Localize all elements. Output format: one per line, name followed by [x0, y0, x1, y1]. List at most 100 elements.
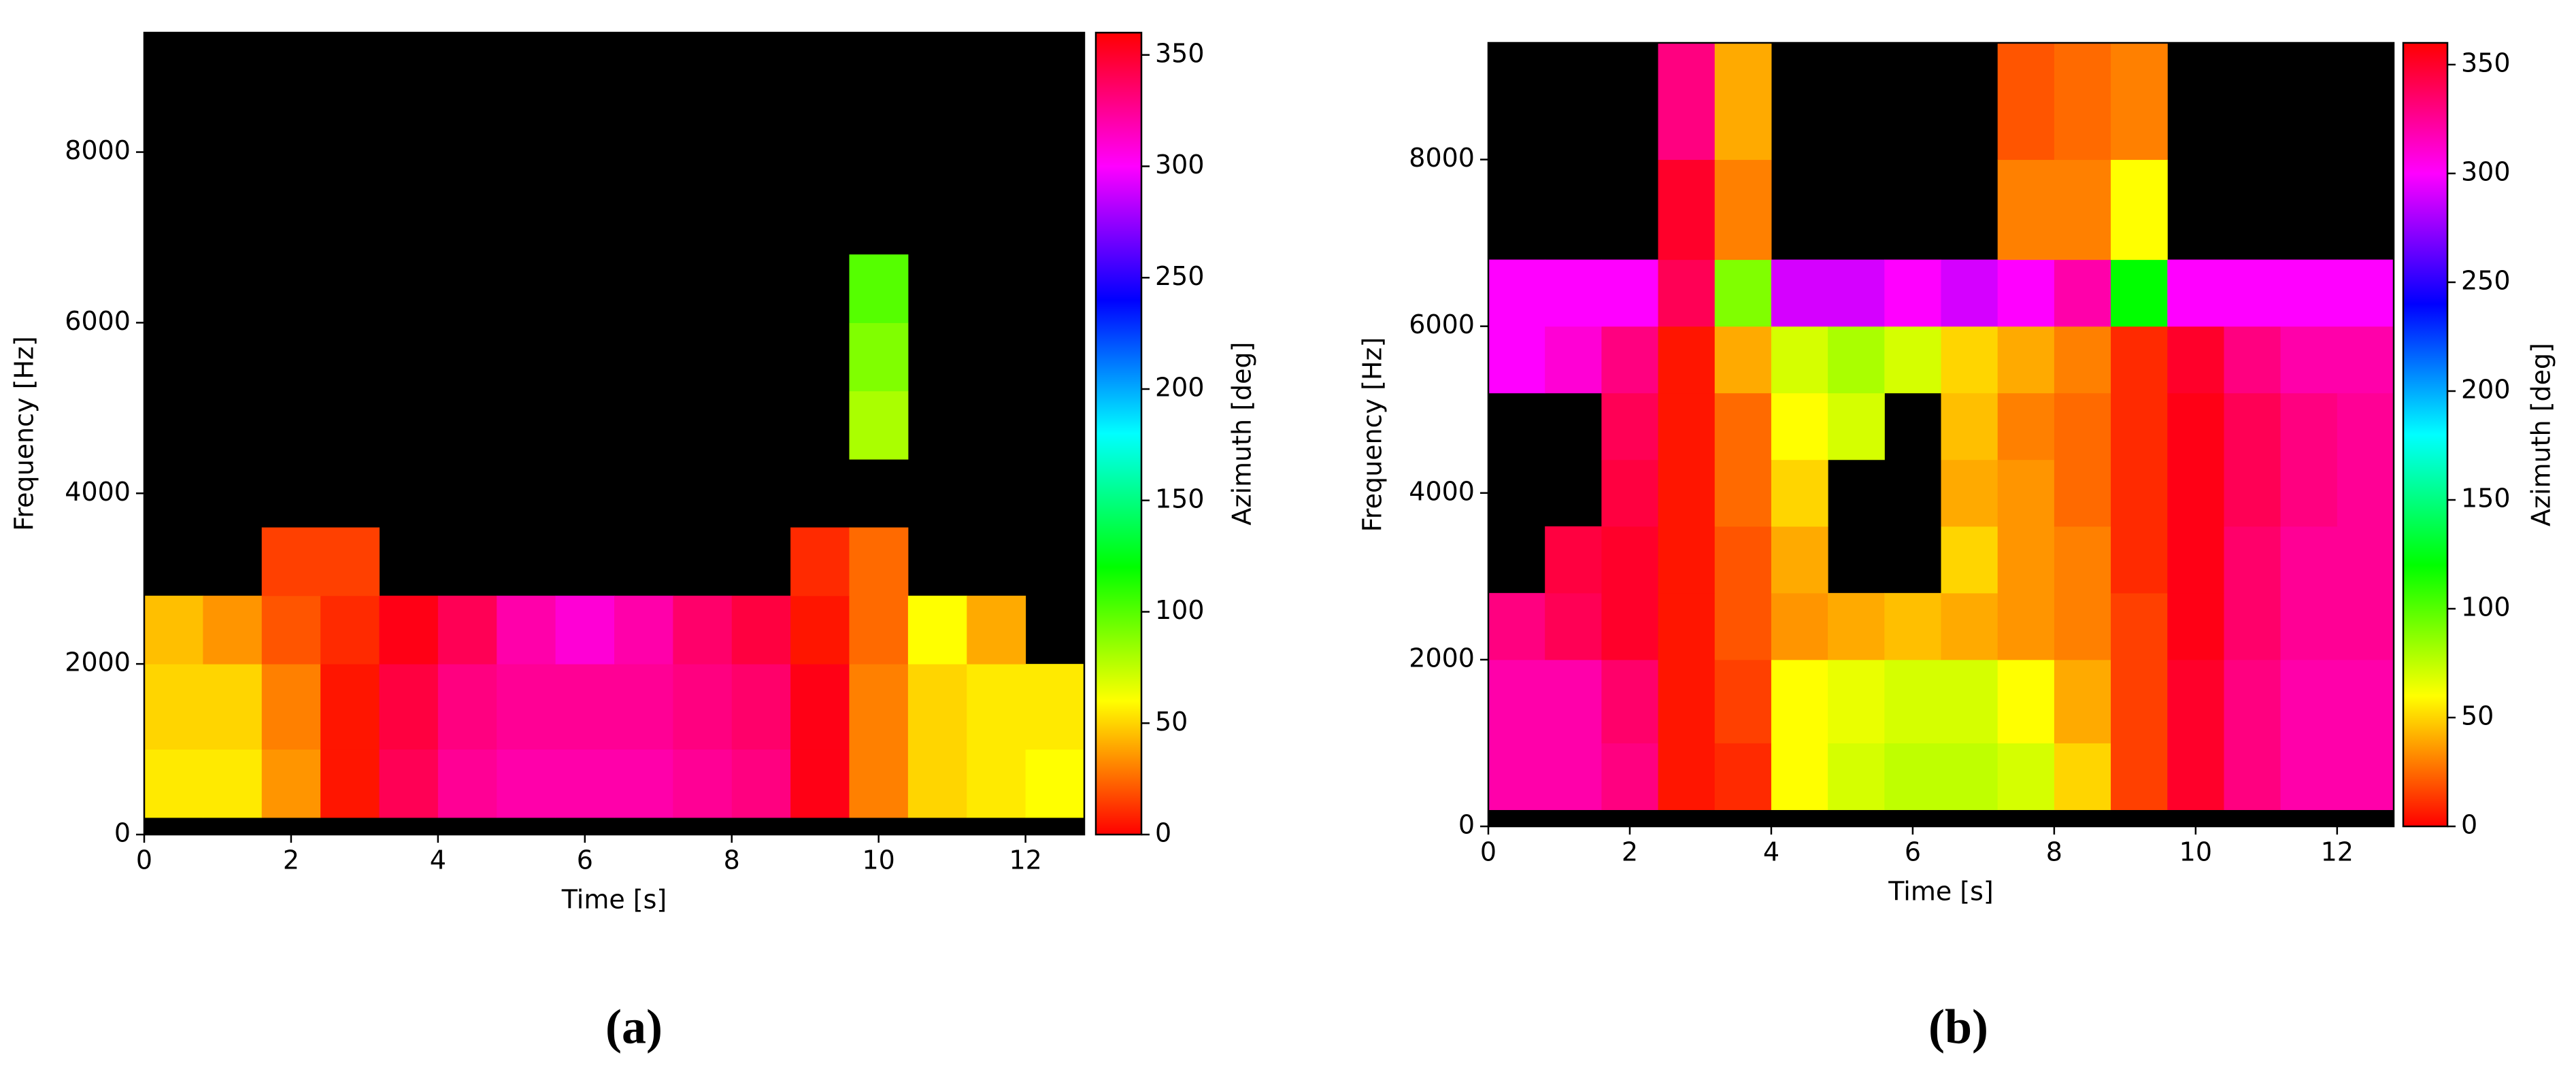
heatmap-cell — [1941, 326, 1998, 394]
heatmap-cell — [849, 527, 909, 596]
heatmap-cell — [261, 664, 321, 750]
heatmap-cell — [1771, 743, 1828, 810]
heatmap-cell — [849, 254, 909, 323]
heatmap-cell — [2337, 259, 2394, 327]
heatmap-cell — [1941, 259, 1998, 327]
heatmap-cell — [1828, 592, 1885, 660]
y-tick-label: 6000 — [65, 306, 131, 336]
heatmap-cell — [849, 595, 909, 665]
heatmap-cell — [1771, 259, 1828, 327]
heatmap-cell — [1941, 592, 1998, 660]
heatmap-cell — [1714, 159, 1772, 260]
colorbar-tick-label: 50 — [1155, 707, 1188, 737]
heatmap-cell — [2224, 392, 2281, 460]
heatmap-cell — [437, 664, 497, 750]
heatmap-cell — [203, 749, 263, 818]
colorbar-label: Azimuth [deg] — [2526, 343, 2556, 526]
heatmap-cell — [497, 749, 556, 818]
heatmap-cell — [1997, 326, 2055, 394]
heatmap-cell — [849, 749, 909, 818]
heatmap-cell — [1601, 259, 1659, 327]
heatmap-cell — [1714, 259, 1772, 327]
heatmap-cell — [2111, 592, 2168, 660]
x-tick-label: 4 — [1763, 837, 1779, 867]
heatmap-cell — [1714, 459, 1772, 527]
heatmap-cell — [1941, 459, 1998, 527]
heatmap-cell — [555, 664, 615, 750]
heatmap-cell — [144, 595, 203, 665]
colorbar — [1094, 31, 1143, 836]
x-axis-label: Time [s] — [1888, 877, 1994, 907]
y-tick-label: 8000 — [1409, 143, 1475, 173]
heatmap-cell — [967, 595, 1026, 665]
heatmap-cell — [2111, 743, 2168, 810]
heatmap-cell — [790, 749, 850, 818]
heatmap-cell — [2054, 259, 2111, 327]
heatmap-cell — [1488, 659, 1545, 743]
colorbar-tick-label: 100 — [2461, 592, 2511, 622]
heatmap-cell — [614, 664, 673, 750]
y-tick-label: 0 — [1458, 810, 1475, 840]
heatmap-cell — [2337, 526, 2394, 594]
x-tick-label: 2 — [1622, 837, 1638, 867]
heatmap-cell — [1545, 743, 1602, 810]
heatmap-cell — [2280, 326, 2338, 394]
heatmap-cell — [1601, 526, 1659, 594]
heatmap-cell — [1997, 259, 2055, 327]
y-tick-label: 4000 — [65, 477, 131, 507]
colorbar-tick-label: 200 — [2461, 375, 2511, 405]
heatmap-cell — [2054, 659, 2111, 743]
heatmap-cell — [2054, 459, 2111, 527]
colorbar-tick-label: 250 — [2461, 266, 2511, 296]
heatmap-cell — [2167, 743, 2224, 810]
y-axis-label: Frequency [Hz] — [1358, 337, 1388, 533]
colorbar-tick-label: 350 — [1155, 38, 1205, 68]
heatmap-cell — [1884, 659, 1941, 743]
heatmap-cell — [967, 664, 1026, 750]
heatmap-cell — [379, 749, 439, 818]
colorbar-tick-label: 0 — [1155, 818, 1171, 848]
x-tick-label: 6 — [577, 845, 593, 875]
heatmap-cell — [1601, 743, 1659, 810]
colorbar-tick-label: 150 — [1155, 484, 1205, 514]
heatmap-cell — [2111, 659, 2168, 743]
heatmap-cell — [907, 749, 967, 818]
heatmap-cell — [1771, 459, 1828, 527]
heatmap-cell — [1658, 592, 1716, 660]
heatmap-cell — [1545, 592, 1602, 660]
colorbar — [2402, 41, 2449, 828]
heatmap-cell — [1658, 259, 1716, 327]
heatmap-cell — [144, 749, 203, 818]
heatmap-cell — [849, 390, 909, 460]
heatmap-cell — [2054, 43, 2111, 161]
heatmap-cell — [1714, 592, 1772, 660]
heatmap-cell — [2167, 259, 2224, 327]
heatmap-cell — [1658, 43, 1716, 161]
colorbar-tick-label: 100 — [1155, 595, 1205, 625]
heatmap-cell — [1545, 259, 1602, 327]
heatmap-cell — [1714, 392, 1772, 460]
heatmap-cell — [1025, 664, 1085, 750]
heatmap-cell — [2111, 326, 2168, 394]
heatmap-cell — [2280, 459, 2338, 527]
heatmap-cell — [1658, 743, 1716, 810]
heatmap-cell — [2280, 259, 2338, 327]
heatmap-cell — [1658, 526, 1716, 594]
heatmap-cell — [2054, 526, 2111, 594]
heatmap-cell — [1545, 659, 1602, 743]
heatmap-cell — [2054, 743, 2111, 810]
heatmap-cell — [1025, 749, 1085, 818]
heatmap-cell — [1601, 326, 1659, 394]
x-tick-label: 0 — [1480, 837, 1496, 867]
heatmap-cell — [1828, 392, 1885, 460]
x-tick-label: 2 — [283, 845, 299, 875]
colorbar-tick-label: 250 — [1155, 261, 1205, 291]
heatmap-cell — [731, 664, 791, 750]
heatmap-cell — [1941, 743, 1998, 810]
heatmap-cell — [2280, 526, 2338, 594]
heatmap-cell — [2111, 392, 2168, 460]
heatmap-cell — [731, 595, 791, 665]
plot-frame — [1487, 41, 2395, 828]
heatmap-cell — [2167, 659, 2224, 743]
